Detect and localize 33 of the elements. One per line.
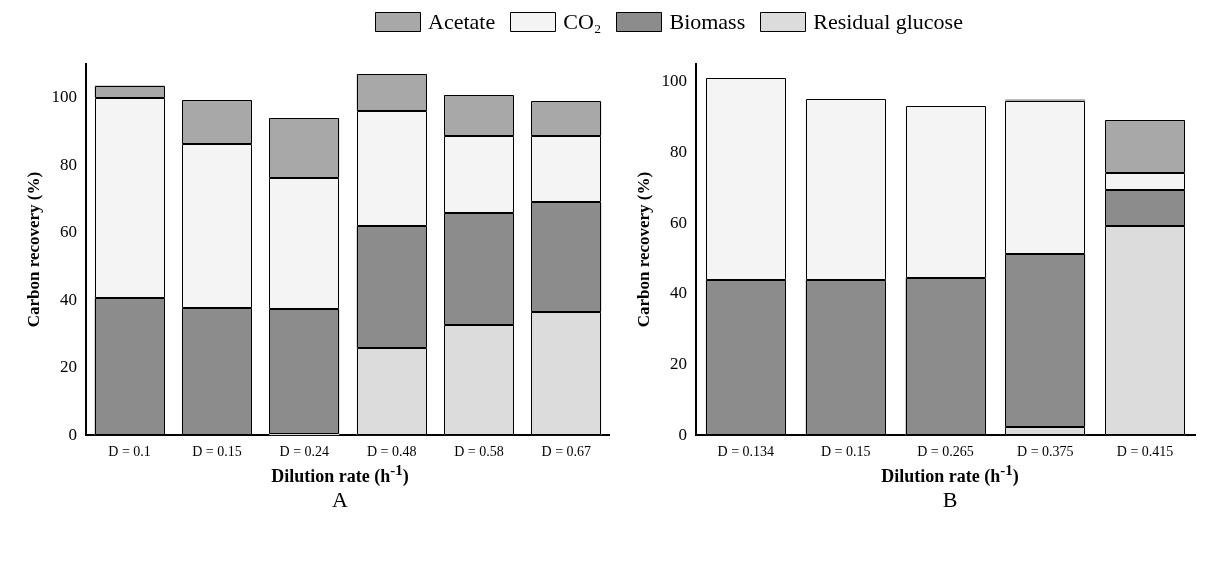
x-axis-title: Dilution rate (h$^{-1}$) xyxy=(270,462,410,487)
x-tick-label: D = 0.15 xyxy=(820,444,871,460)
legend-label: Residual glucose xyxy=(813,9,963,35)
y-axis-title: Carbon recovery (%) xyxy=(23,171,43,328)
y-tick-label: 80 xyxy=(59,154,77,174)
y-tick-label: 0 xyxy=(68,424,77,444)
x-tick-label: D = 0.134 xyxy=(717,444,775,460)
y-tick-label: 100 xyxy=(51,87,77,107)
y-tick-label: 0 xyxy=(678,424,687,444)
y-tick-label: 80 xyxy=(669,141,687,161)
legend-label: Biomass xyxy=(669,9,746,35)
y-tick-label: 100 xyxy=(661,71,687,91)
x-tick-label: D = 0.24 xyxy=(279,444,330,460)
x-tick-label: D = 0.67 xyxy=(541,444,592,460)
y-tick-label: 60 xyxy=(59,222,77,242)
y-tick-label: 40 xyxy=(59,289,77,309)
y-tick-label: 40 xyxy=(669,283,687,303)
legend-label: Acetate xyxy=(428,9,496,35)
legend-label: CO₂ xyxy=(563,9,602,35)
x-tick-label: D = 0.48 xyxy=(366,444,417,460)
y-tick-label: 20 xyxy=(669,353,687,373)
x-tick-label: D = 0.58 xyxy=(454,444,504,460)
x-tick-label: D = 0.265 xyxy=(917,444,974,460)
y-axis-title: Carbon recovery (%) xyxy=(633,171,653,328)
x-tick-label: D = 0.415 xyxy=(1116,444,1174,460)
text: B xyxy=(941,487,959,513)
x-axis-title: Dilution rate (h$^{-1}$) xyxy=(880,462,1020,487)
y-tick-label: 20 xyxy=(59,357,77,377)
x-tick-label: D = 0.375 xyxy=(1017,444,1074,460)
y-tick-label: 60 xyxy=(669,212,687,232)
text: A xyxy=(331,487,349,513)
x-tick-label: D = 0.1 xyxy=(108,444,151,460)
x-tick-label: D = 0.15 xyxy=(192,444,242,460)
